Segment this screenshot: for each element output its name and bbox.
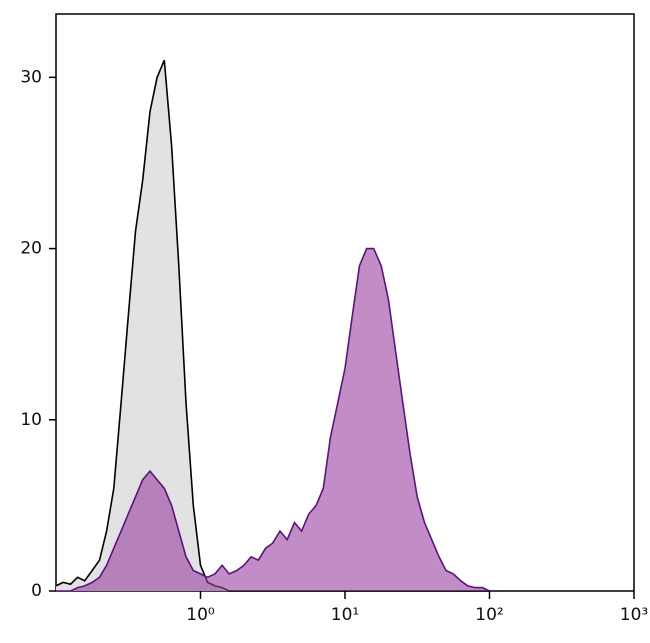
x-tick-label: 10⁰ xyxy=(186,605,215,625)
x-tick-label: 10² xyxy=(475,605,503,625)
y-tick-label: 0 xyxy=(31,581,42,601)
y-tick-label: 10 xyxy=(20,410,42,430)
x-tick-label: 10³ xyxy=(620,605,648,625)
x-tick-label: 10¹ xyxy=(331,605,359,625)
y-tick-label: 20 xyxy=(20,239,42,259)
y-tick-label: 30 xyxy=(20,67,42,87)
histogram-line xyxy=(56,247,490,592)
histogram-fill xyxy=(56,248,490,591)
histogram-fill xyxy=(56,60,490,591)
